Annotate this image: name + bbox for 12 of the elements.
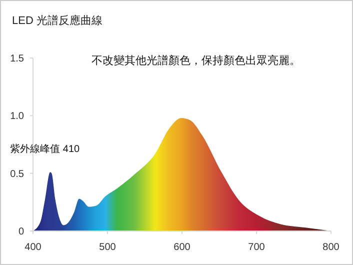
annotation: 紫外線峰值 410 [10,143,80,156]
x-tick-label: 800 [322,242,340,253]
y-tick-label: 0.5 [10,168,24,180]
annotation: 不改變其他光譜顏色，保持顏色出眾亮麗。 [92,54,300,67]
x-tick-label: 500 [99,242,116,253]
x-tick-label: 600 [174,242,191,253]
x-tick-label: 700 [248,242,266,253]
x-tick-label: 400 [24,242,42,253]
y-tick-label: 0 [18,226,24,238]
y-tick-label: 1.0 [10,111,24,122]
y-tick-label: 1.5 [10,54,24,64]
chart-title: LED 光譜反應曲線 [12,14,102,27]
